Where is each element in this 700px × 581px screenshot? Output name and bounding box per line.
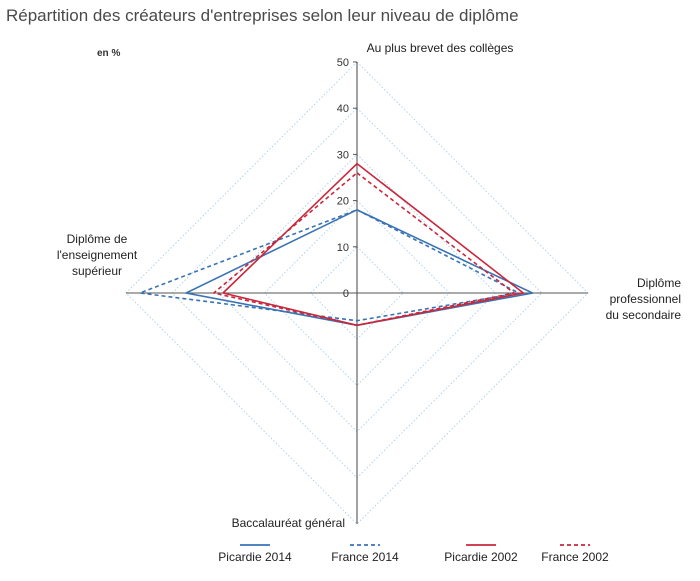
tick-label-30: 30 — [337, 149, 349, 161]
axis-label-left: Diplôme de l'enseignement supérieur — [57, 232, 138, 278]
tick-label-50: 50 — [337, 57, 349, 69]
axis-label-top: Au plus brevet des collèges — [367, 41, 514, 55]
legend-label: Picardie 2002 — [444, 550, 518, 564]
tick-label-0: 0 — [343, 288, 349, 300]
series-france-2014 — [139, 208, 522, 322]
chart-title: Répartition des créateurs d'entreprises … — [6, 6, 519, 25]
tick-label-40: 40 — [337, 103, 349, 115]
axis-label-bottom: Baccalauréat général — [232, 516, 345, 530]
axis-label-right: Diplôme professionnel du secondaire — [606, 276, 682, 322]
legend-item-2: France 2014 — [331, 544, 399, 564]
legend-label: Picardie 2014 — [218, 550, 292, 564]
tick-label-10: 10 — [337, 242, 349, 254]
legend-item-1: Picardie 2014 — [218, 544, 292, 564]
radar-tick-labels: 0 10 20 30 40 50 en % — [97, 48, 349, 300]
chart-legend: Picardie 2014 France 2014 Picardie 2002 Fra… — [218, 544, 609, 564]
unit-label: en % — [97, 48, 120, 59]
radar-series — [139, 162, 536, 327]
legend-label: France 2014 — [331, 550, 399, 564]
radar-axes — [126, 61, 588, 524]
radar-axis-labels: Au plus brevet des collèges Diplôme profes… — [57, 41, 681, 530]
tick-label-20: 20 — [337, 196, 349, 208]
series-france-2002 — [212, 171, 516, 327]
legend-label: France 2002 — [541, 550, 609, 564]
legend-item-4: France 2002 — [541, 544, 609, 564]
grid-ring-50 — [125, 61, 589, 525]
legend-item-3: Picardie 2002 — [444, 544, 518, 564]
